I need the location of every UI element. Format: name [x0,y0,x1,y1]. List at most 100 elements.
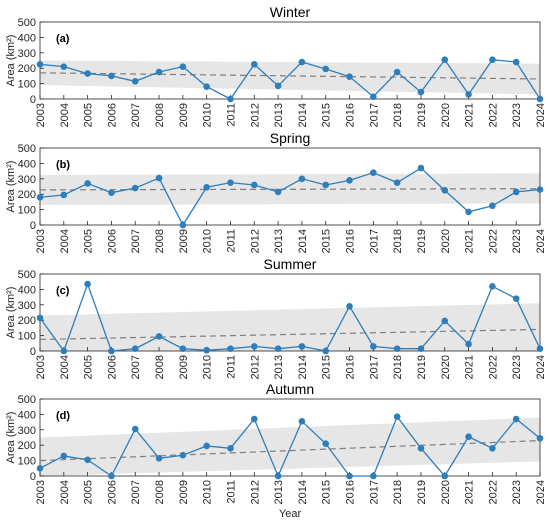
x-tick-label: 2006 [106,480,118,504]
x-tick-label: 2005 [83,480,95,504]
data-point [322,181,330,189]
data-point [60,63,68,70]
data-point [250,61,258,68]
x-tick-label: 2013 [273,355,285,379]
data-point [203,83,210,90]
y-tick-label: 100 [18,456,36,468]
y-tick-label: 500 [18,17,36,29]
y-tick-label: 400 [18,32,36,44]
x-tick-label: 2021 [464,480,476,504]
x-tick-label: 2020 [440,480,452,504]
x-tick-label: 2006 [106,229,118,253]
x-tick-label: 2016 [345,480,357,504]
x-tick-label: 2005 [83,103,95,127]
data-point [203,183,210,191]
data-point [227,345,234,352]
x-tick-label: 2024 [535,480,547,504]
x-tick-label: 2023 [511,480,523,504]
x-tick-label: 2015 [321,480,333,504]
data-point [131,77,139,85]
series-line [39,58,541,100]
data-point [131,184,139,192]
x-tick-label: 2018 [392,229,404,253]
data-point [441,187,449,194]
data-point [274,82,282,90]
data-point [298,175,306,183]
data-point [203,346,210,354]
data-point [417,88,425,96]
data-point [465,340,472,348]
x-tick-label: 2016 [345,355,357,379]
y-tick-label: 200 [18,315,36,327]
x-tick-label: 2018 [392,480,404,504]
data-point [179,63,187,70]
data-point [227,95,234,103]
x-tick-label: 2007 [130,480,142,504]
y-axis-label: Area (km²) [5,412,17,464]
data-point [227,179,234,186]
data-point [36,314,44,322]
axes-box [39,273,541,352]
data-point [536,345,544,352]
panel-spring: 0 100 200 300 400 500 2003 2004 2005 2006 2007 2008… [5,130,547,253]
x-tick-label: 2011 [225,229,237,253]
x-tick-label: 2014 [297,480,309,504]
data-point [84,456,91,464]
data-point [155,333,163,340]
x-tick-label: 2013 [273,229,285,253]
y-tick-label: 200 [18,189,36,201]
data-point [322,440,330,447]
y-tick-label: 500 [18,269,36,281]
data-point [179,451,187,459]
data-point [370,343,377,350]
data-point [346,472,353,480]
y-axis-label: Area (km²) [5,287,17,339]
x-tick-label: 2024 [535,229,547,253]
data-point [346,177,353,184]
x-tick-label: 2020 [440,355,452,379]
y-tick-label: 300 [18,174,36,186]
data-point [155,454,163,462]
data-point [298,58,306,66]
x-tick-label: 2023 [511,229,523,253]
y-tick-label: 300 [18,425,36,437]
series-line [39,167,541,227]
x-tick-label: 2021 [464,229,476,253]
confidence-band [40,417,540,476]
x-tick-label: 2011 [225,355,237,379]
x-tick-label: 2004 [59,103,71,127]
data-point [155,68,163,76]
panel-title: Autumn [266,381,314,397]
data-point [298,418,306,425]
data-point [536,186,544,193]
x-tick-label: 2013 [273,480,285,504]
y-tick-label: 100 [18,79,36,91]
x-tick-label: 2008 [154,480,166,504]
x-tick-label: 2010 [202,229,214,253]
x-tick-label: 2014 [297,355,309,379]
panel-label: (c) [56,285,70,297]
x-tick-label: 2009 [178,355,190,379]
data-point [60,347,68,355]
data-point [465,91,472,98]
y-tick-label: 500 [18,394,36,406]
y-tick-label: 100 [18,331,36,343]
data-point [417,164,425,172]
panel-summer: 0 100 200 300 400 500 2003 2004 2005 2006 2007 2008… [5,256,547,379]
x-tick-label: 2012 [249,229,261,253]
x-tick-label: 2011 [225,480,237,504]
x-tick-label: 2022 [487,480,499,504]
x-tick-label: 2004 [59,355,71,379]
data-point [274,188,282,196]
data-point [489,56,496,64]
x-tick-label: 2020 [440,229,452,253]
data-point [108,347,115,355]
x-tick-label: 2015 [321,229,333,253]
trend-line [39,72,541,80]
data-point [84,280,91,288]
data-point [417,444,425,452]
x-tick-label: 2008 [154,229,166,253]
x-tick-label: 2022 [487,355,499,379]
y-tick-label: 300 [18,48,36,60]
data-point [346,73,353,80]
